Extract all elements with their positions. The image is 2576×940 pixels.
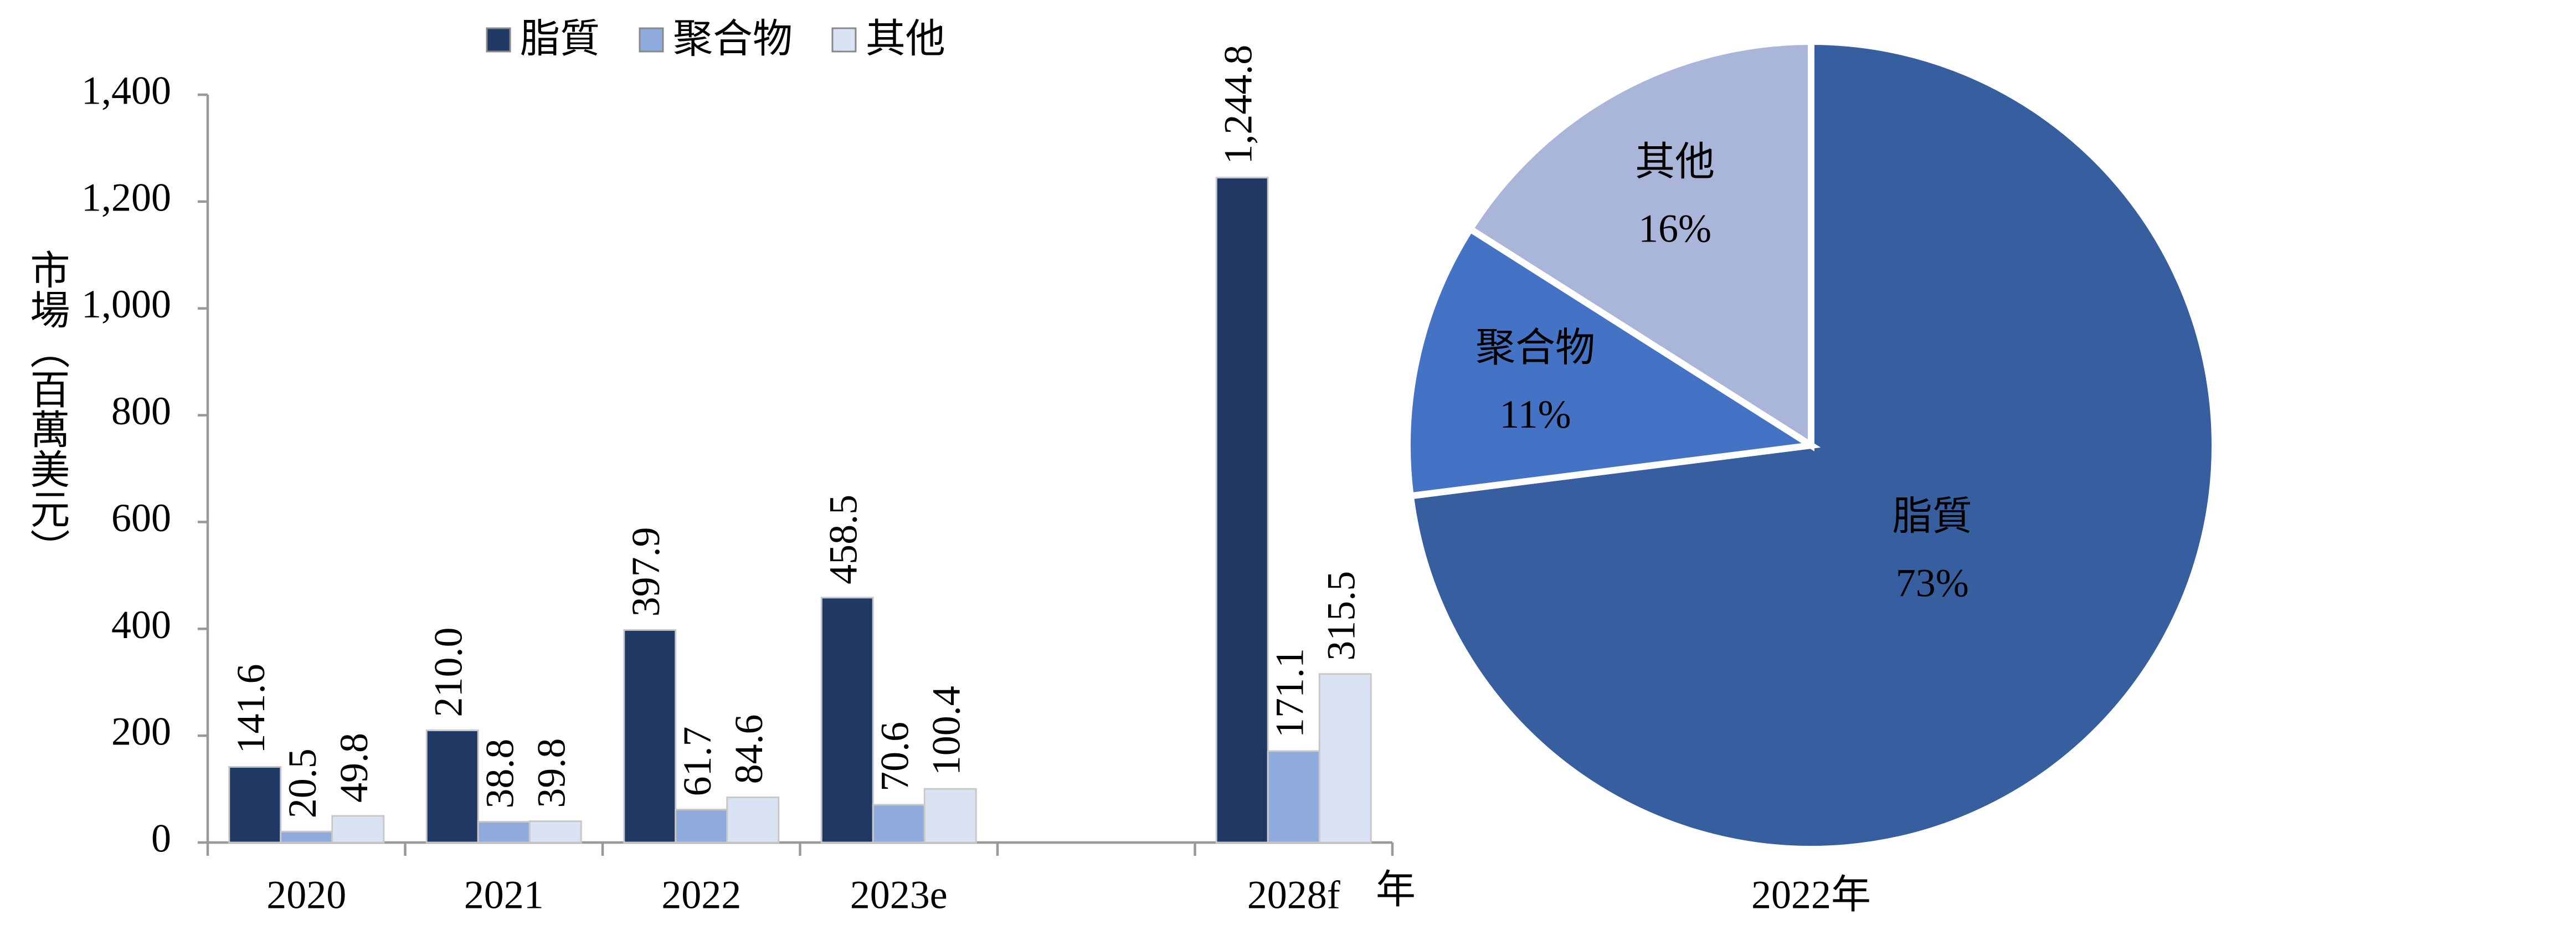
value-label: 1,244.8 [1216, 45, 1260, 165]
legend-label: 脂質 [520, 16, 600, 62]
pie-slice [1404, 224, 1821, 500]
value-label: 70.6 [872, 722, 917, 792]
slice-label: 其他 [1635, 138, 1715, 184]
y-tick-label: 1,200 [81, 175, 171, 219]
legend-swatch [831, 27, 857, 53]
pie-slice [1466, 38, 1814, 451]
bar [923, 788, 977, 844]
bar [280, 830, 333, 844]
pie-title: 2022年 [1751, 873, 1871, 917]
x-tick-label: 2023e [850, 873, 948, 917]
slice-value-label: 73% [1896, 561, 1969, 605]
value-label: 84.6 [727, 714, 771, 784]
x-tick-label: 2022 [661, 873, 741, 917]
value-label: 100.4 [924, 686, 968, 775]
bar [820, 597, 874, 844]
bar [675, 808, 728, 844]
value-label: 210.0 [426, 628, 470, 717]
value-label: 458.5 [821, 495, 865, 584]
bar [623, 629, 677, 844]
y-tick-label: 400 [111, 603, 171, 647]
value-label: 171.1 [1267, 648, 1312, 738]
value-label: 20.5 [280, 748, 325, 818]
bar [872, 804, 925, 844]
y-axis-label: 市場（百萬美元） [23, 249, 70, 568]
legend-label: 聚合物 [673, 16, 793, 62]
value-label: 315.5 [1319, 571, 1363, 661]
y-tick-label: 800 [111, 389, 171, 433]
value-label: 61.7 [675, 727, 719, 797]
bar [1215, 177, 1269, 844]
y-tick-label: 600 [111, 496, 171, 540]
value-label: 38.8 [477, 739, 522, 809]
y-tick-label: 0 [151, 816, 171, 861]
y-tick-label: 1,000 [81, 282, 171, 326]
bar [228, 766, 282, 844]
bar [1318, 673, 1372, 844]
legend-label: 其他 [866, 16, 945, 62]
bar [331, 815, 385, 844]
slice-label: 聚合物 [1475, 324, 1595, 371]
bar [477, 821, 531, 844]
value-label: 141.6 [229, 664, 273, 753]
x-tick-label: 2021 [464, 873, 544, 917]
y-tick-label: 200 [111, 710, 171, 754]
x-tick-label: 2020 [266, 873, 346, 917]
bar [1267, 750, 1320, 844]
slice-label: 脂質 [1893, 492, 1972, 539]
value-label: 39.8 [529, 738, 573, 808]
x-tick-label: 2028f [1247, 873, 1340, 917]
slice-value-label: 16% [1638, 206, 1711, 250]
x-axis-label: 年 [1376, 866, 1416, 913]
value-label: 397.9 [624, 527, 668, 617]
legend-swatch [486, 27, 511, 53]
bar [425, 729, 479, 844]
y-tick-label: 1,400 [81, 69, 171, 113]
value-label: 49.8 [332, 733, 376, 803]
legend-swatch [639, 27, 664, 53]
bar [726, 796, 780, 844]
bar [528, 820, 582, 844]
slice-value-label: 11% [1499, 392, 1571, 436]
